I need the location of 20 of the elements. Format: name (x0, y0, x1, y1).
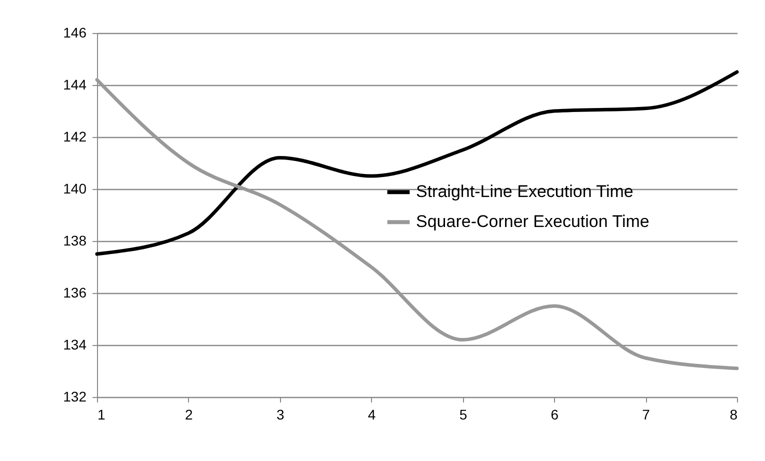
line-series (95, 70, 739, 256)
x-tick-label: 5 (459, 406, 468, 422)
line-series (95, 78, 739, 370)
y-tick-label: 142 (63, 128, 87, 144)
y-tick-label: 144 (63, 76, 87, 92)
y-tick-label: 140 (63, 180, 87, 196)
legend-label: Straight-Line Execution Time (416, 182, 634, 202)
y-tick-label: 146 (63, 24, 87, 40)
x-tick-label: 6 (550, 406, 559, 422)
legend-label: Square-Corner Execution Time (416, 212, 650, 232)
x-tick-label: 4 (368, 406, 376, 422)
y-tick-label: 132 (63, 388, 87, 404)
x-tick-label: 3 (276, 406, 284, 422)
y-tick-label: 134 (63, 336, 87, 352)
x-tick-label: 8 (730, 406, 738, 422)
y-tick-label: 138 (63, 232, 87, 248)
x-tick-label: 1 (98, 406, 106, 422)
x-tick-label: 2 (185, 406, 194, 422)
y-tick-label: 136 (63, 284, 87, 300)
x-tick-label: 7 (642, 406, 650, 422)
